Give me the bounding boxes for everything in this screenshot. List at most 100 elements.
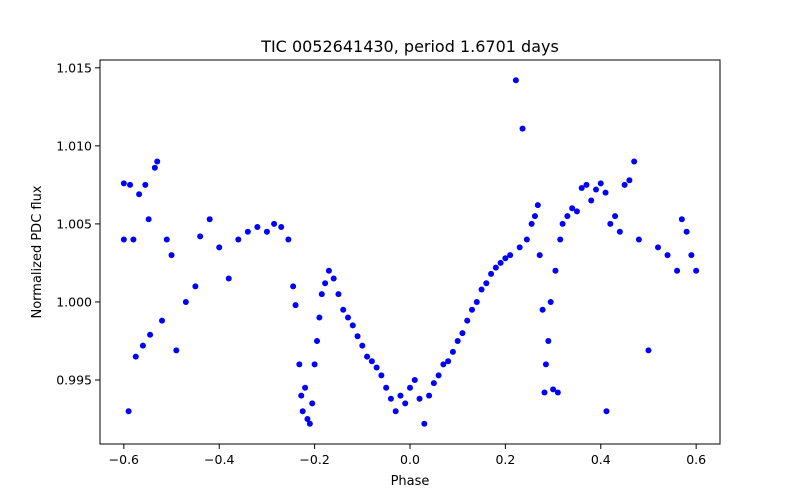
data-point (302, 384, 309, 391)
data-point (507, 252, 514, 259)
data-point (163, 236, 170, 243)
data-point (645, 347, 652, 354)
data-point (502, 255, 509, 262)
x-tick-label: 0.4 (591, 452, 611, 467)
data-point (387, 395, 394, 402)
data-point (621, 181, 628, 188)
data-point (345, 314, 351, 321)
data-point (125, 408, 132, 415)
x-tick-label: 0.6 (686, 452, 706, 467)
data-point (154, 158, 161, 165)
data-point (578, 185, 585, 191)
data-point (459, 330, 466, 337)
data-point (151, 164, 158, 171)
chart-title: TIC 0052641430, period 1.6701 days (260, 37, 559, 56)
data-point (314, 337, 320, 344)
data-point (534, 202, 541, 209)
data-point (130, 236, 137, 243)
data-point (136, 191, 143, 198)
data-point (554, 389, 561, 396)
data-point (616, 228, 623, 235)
x-tick-label: 0.0 (400, 452, 420, 467)
x-tick-label: −0.4 (204, 452, 234, 467)
data-point (168, 252, 175, 259)
data-point (316, 314, 323, 321)
data-point (693, 267, 700, 274)
data-point (512, 77, 519, 84)
data-point (296, 361, 303, 368)
data-point (635, 236, 642, 243)
x-tick-label: 0.2 (495, 452, 515, 467)
data-point (550, 386, 557, 393)
data-point (159, 317, 165, 324)
data-point (597, 180, 604, 187)
data-point (330, 275, 337, 282)
y-axis-label: Normalized PDC flux (30, 185, 45, 318)
x-axis-ticks: −0.6 −0.4 −0.2 0.0 0.2 0.4 0.6 (109, 444, 706, 467)
data-point (536, 252, 543, 259)
data-point (325, 267, 332, 274)
data-point (120, 236, 127, 243)
data-point (147, 331, 154, 338)
data-point (593, 186, 599, 193)
data-point (564, 213, 571, 220)
data-point (435, 372, 442, 379)
x-tick-label: −0.2 (299, 452, 329, 467)
data-point (335, 291, 342, 298)
data-point (139, 342, 146, 349)
data-point (397, 392, 404, 399)
data-point (407, 384, 413, 391)
data-point (392, 408, 399, 415)
data-point (541, 389, 548, 396)
data-point (528, 220, 535, 227)
data-point (688, 252, 695, 259)
data-point (378, 372, 385, 379)
data-point (322, 280, 329, 287)
data-point (573, 208, 580, 215)
data-points (120, 77, 700, 427)
data-point (271, 220, 278, 227)
data-point (359, 342, 366, 349)
data-point (225, 275, 232, 282)
data-point (142, 181, 149, 188)
data-point (449, 348, 456, 355)
data-point (298, 392, 305, 399)
data-point (559, 220, 566, 227)
data-point (445, 358, 452, 365)
data-point (492, 264, 499, 271)
data-point (292, 302, 299, 309)
y-tick-label: 0.995 (56, 373, 92, 388)
data-point (569, 205, 576, 212)
data-point (612, 213, 619, 220)
data-point (421, 420, 428, 427)
data-point (478, 286, 485, 293)
data-point (127, 181, 134, 188)
data-point (523, 236, 530, 243)
data-point (311, 361, 318, 368)
data-point (473, 298, 480, 305)
data-point (603, 408, 610, 415)
data-point (430, 380, 437, 387)
data-point (235, 236, 242, 243)
data-point (631, 158, 638, 165)
y-axis-ticks: 0.995 1.000 1.005 1.010 1.015 (56, 60, 100, 388)
data-point (674, 267, 681, 274)
data-point (655, 244, 661, 251)
data-point (285, 236, 292, 243)
data-point (318, 291, 325, 298)
data-point (290, 283, 297, 290)
data-point (206, 216, 213, 223)
data-point (304, 416, 311, 423)
data-point (464, 317, 471, 324)
data-point (192, 283, 199, 290)
data-point (454, 337, 461, 344)
data-point (306, 420, 313, 427)
data-point (602, 189, 609, 196)
data-point (254, 224, 261, 231)
data-point (516, 244, 523, 251)
data-point (349, 322, 356, 329)
x-axis-label: Phase (391, 474, 430, 489)
data-point (416, 395, 423, 402)
